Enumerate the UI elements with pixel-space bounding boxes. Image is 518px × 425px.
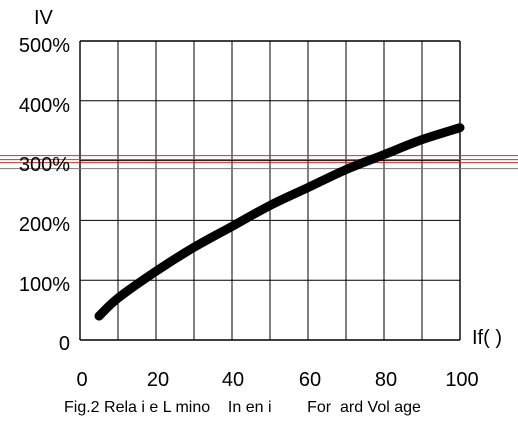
y-axis-label: IV: [34, 7, 53, 29]
vertical-gridlines: [79, 41, 461, 340]
x-axis-label: If( ): [472, 327, 502, 349]
x-tick-label: 80: [374, 369, 398, 391]
horizontal-overlay-lines: [0, 155, 518, 170]
y-tick-label: 300%: [18, 154, 70, 176]
y-tick-label: 400%: [18, 95, 70, 117]
horizontal-gridlines: [80, 40, 460, 341]
y-tick-label: 500%: [18, 35, 70, 57]
x-tick-label: 100: [445, 369, 479, 391]
x-tick-label: 0: [76, 369, 88, 391]
x-tick-label: 60: [298, 369, 322, 391]
series-line: [94, 123, 465, 321]
x-tick-label: 20: [146, 369, 170, 391]
y-tick-label: 100%: [18, 274, 70, 296]
y-tick-label: 0: [58, 333, 70, 355]
x-tick-label: 40: [221, 369, 245, 391]
figure-caption: Fig.2 Rela i e L mino In en i For ard Vo…: [64, 399, 421, 416]
y-tick-label: 200%: [18, 214, 70, 236]
